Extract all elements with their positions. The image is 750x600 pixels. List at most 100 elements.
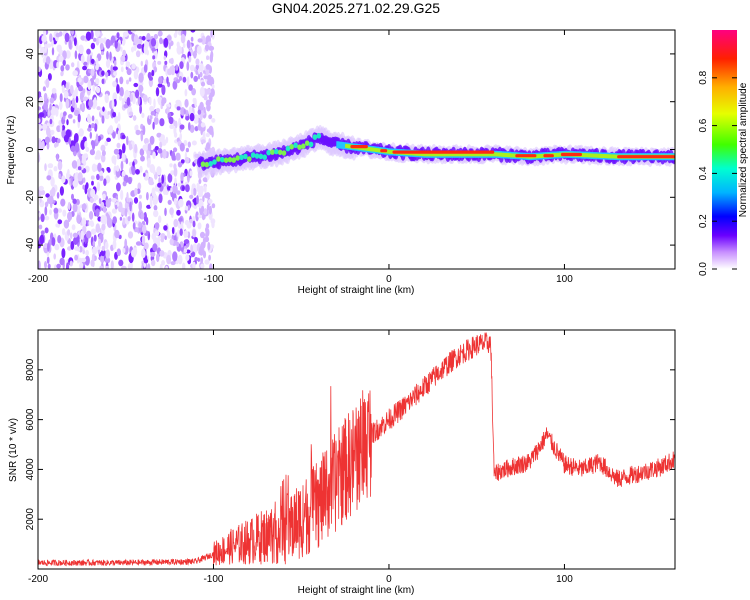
noise-speckle — [198, 186, 203, 196]
noise-speckle — [169, 207, 174, 216]
noise-speckle — [134, 187, 138, 196]
noise-speckle — [195, 58, 200, 66]
signal-band — [460, 152, 464, 157]
signal-band — [608, 154, 611, 159]
noise-speckle — [165, 190, 169, 196]
noise-speckle — [56, 263, 61, 269]
noise-speckle — [89, 131, 93, 139]
noise-speckle — [49, 97, 55, 104]
noise-speckle — [54, 243, 60, 251]
signal-band — [589, 153, 592, 158]
noise-speckle — [132, 115, 137, 121]
signal-peak — [560, 152, 582, 157]
noise-speckle — [93, 37, 97, 42]
noise-speckle — [192, 243, 198, 254]
noise-speckle — [87, 79, 92, 91]
noise-speckle — [208, 125, 214, 135]
noise-speckle — [38, 224, 43, 230]
noise-speckle — [174, 177, 177, 186]
noise-speckle — [100, 255, 105, 264]
noise-speckle — [142, 94, 148, 103]
signal-band — [364, 146, 367, 151]
signal-band — [487, 152, 490, 157]
noise-speckle — [171, 227, 175, 235]
signal-band — [476, 152, 480, 157]
noise-speckle — [170, 57, 174, 65]
noise-speckle — [38, 96, 44, 106]
noise-speckle — [160, 233, 166, 240]
noise-speckle — [49, 103, 52, 111]
noise-speckle — [112, 131, 116, 139]
signal-band — [466, 152, 469, 157]
signal-band — [582, 153, 585, 158]
noise-speckle — [170, 170, 175, 176]
noise-speckle — [133, 44, 137, 52]
noise-speckle — [163, 55, 166, 60]
y-tick-label: 0 — [25, 146, 36, 152]
noise-speckle — [205, 223, 210, 229]
noise-speckle — [183, 230, 189, 238]
noise-speckle — [112, 239, 117, 250]
signal-band — [508, 153, 511, 158]
noise-speckle — [114, 115, 119, 124]
noise-speckle — [175, 99, 181, 105]
noise-speckle — [195, 211, 199, 222]
colorbar-ticks: 0.0 0.2 0.4 0.6 0.8 — [698, 70, 737, 276]
noise-speckle — [45, 56, 51, 65]
noise-speckle — [86, 230, 92, 239]
noise-speckle — [180, 159, 185, 164]
noise-speckle — [184, 89, 188, 97]
noise-speckle — [58, 55, 64, 62]
snr-axes: -200 -100 0 100 2000 4000 6000 8000 — [25, 330, 675, 585]
signal-bead — [308, 141, 314, 148]
signal-band — [511, 153, 515, 158]
noise-speckle — [125, 90, 131, 97]
noise-speckle — [38, 118, 41, 124]
noise-speckle — [74, 87, 78, 97]
signal-bead — [208, 161, 213, 167]
noise-speckle — [43, 102, 48, 110]
snr-xlabel: Height of straight line (km) — [298, 585, 415, 596]
noise-speckle — [150, 251, 156, 257]
signal-bead — [220, 156, 225, 163]
signal-bead — [227, 156, 233, 163]
noise-speckle — [199, 86, 205, 97]
signal-band — [478, 152, 481, 157]
noise-speckle — [207, 75, 211, 82]
noise-speckle — [101, 223, 106, 231]
signal-band — [420, 152, 423, 156]
noise-speckle — [104, 93, 109, 104]
noise-speckle — [159, 118, 165, 127]
noise-speckle — [56, 192, 60, 199]
noise-speckle — [73, 37, 77, 47]
noise-speckle — [159, 263, 163, 269]
colorbar: 0.0 0.2 0.4 0.6 0.8 Normalized spectral ampl… — [698, 30, 749, 276]
noise-speckle — [204, 259, 210, 265]
noise-speckle — [90, 42, 96, 50]
noise-speckle — [153, 116, 159, 125]
noise-speckle — [173, 132, 178, 138]
signal-band — [467, 152, 471, 157]
noise-speckle — [153, 205, 158, 211]
x-tick-label: -100 — [203, 574, 223, 585]
noise-speckle — [89, 211, 94, 220]
noise-speckle — [209, 263, 213, 269]
noise-speckle — [71, 224, 76, 231]
noise-speckle — [161, 139, 167, 146]
noise-speckle — [42, 123, 48, 131]
noise-speckle — [192, 220, 196, 228]
noise-speckle — [141, 112, 145, 119]
noise-speckle — [44, 227, 49, 234]
noise-speckle — [142, 144, 148, 151]
noise-speckle — [62, 59, 66, 66]
noise-speckle — [82, 88, 86, 94]
noise-speckle — [152, 169, 156, 175]
noise-speckle — [83, 61, 88, 66]
noise-speckle — [211, 84, 215, 89]
signal-band — [348, 144, 351, 149]
noise-speckle — [45, 193, 50, 198]
noise-speckle — [189, 64, 195, 72]
noise-speckle — [95, 133, 99, 144]
noise-speckle — [183, 108, 186, 115]
noise-speckle — [164, 235, 167, 241]
